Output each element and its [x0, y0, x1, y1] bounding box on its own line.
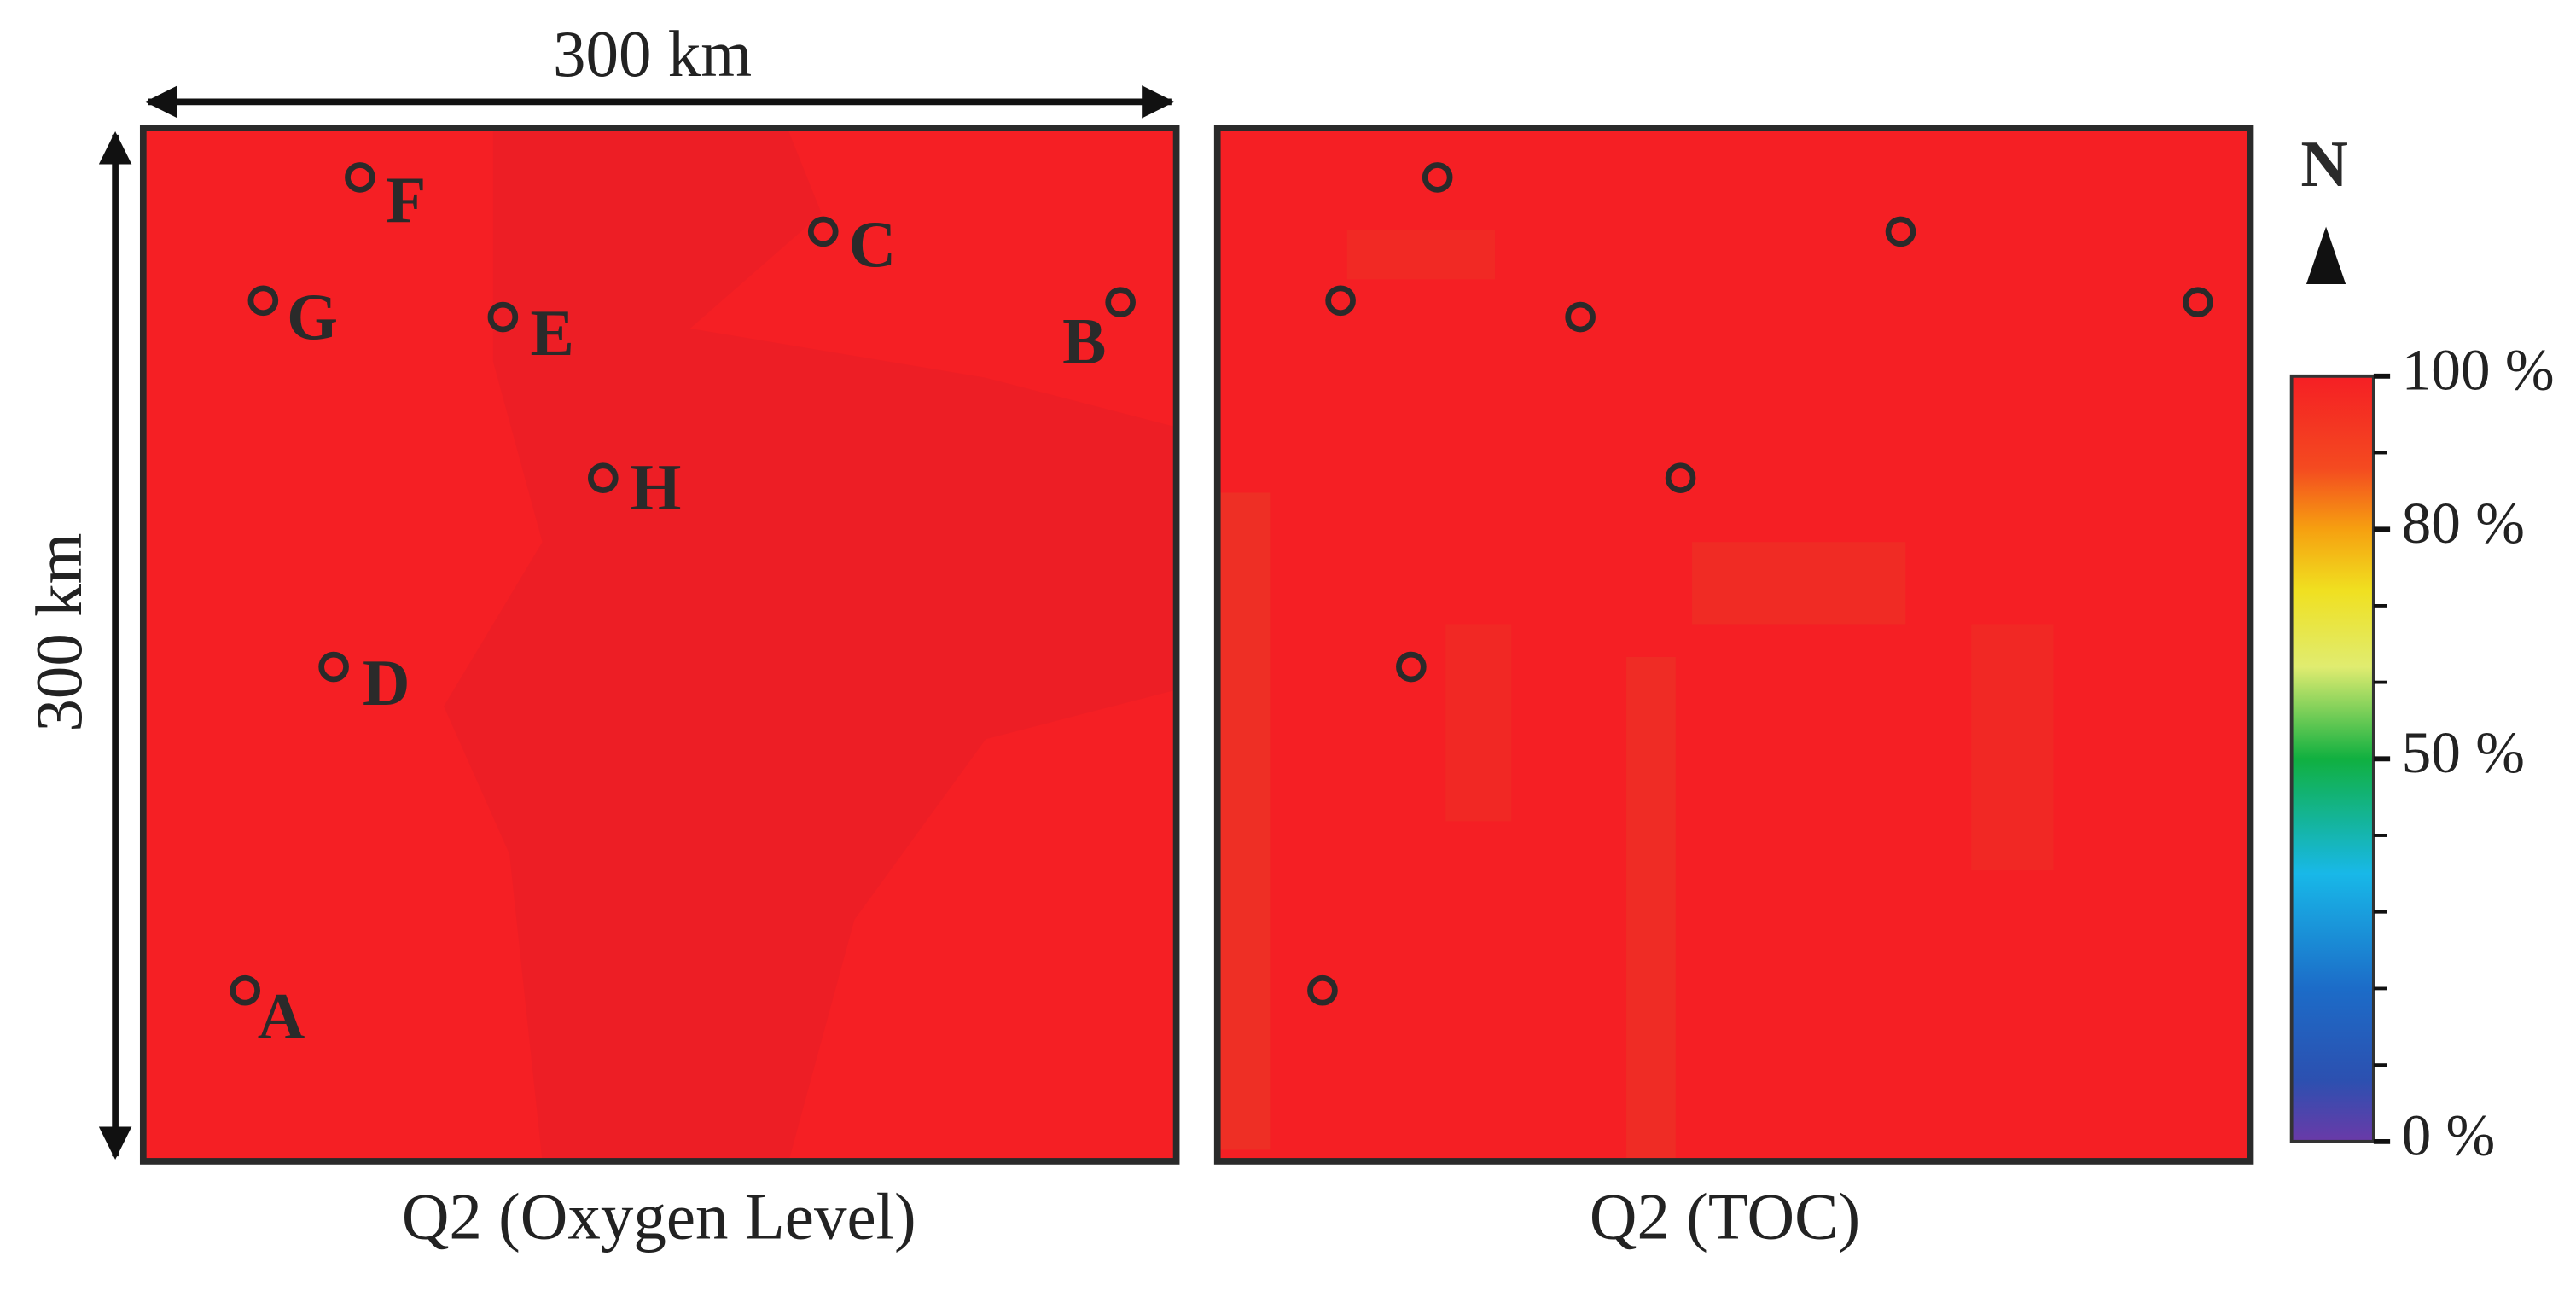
map-oxygen	[139, 125, 1180, 1165]
site-marker	[318, 651, 349, 683]
panel-title: Q2 (TOC)	[1590, 1180, 1860, 1253]
site-label: C	[849, 207, 897, 281]
site-label: H	[630, 451, 681, 524]
site-marker	[1422, 162, 1453, 193]
site-label: F	[386, 163, 426, 236]
site-label: G	[287, 280, 338, 353]
site-marker	[1885, 216, 1916, 247]
scale-label-x: 300 km	[553, 17, 752, 90]
colorbar-tick-label: 0 %	[2402, 1102, 2496, 1168]
site-label: B	[1062, 305, 1106, 378]
colorbar-tick-label: 80 %	[2402, 490, 2525, 555]
site-marker	[345, 162, 375, 193]
site-marker	[807, 216, 839, 247]
site-label: A	[258, 980, 305, 1053]
site-marker	[1396, 651, 1427, 683]
map-toc	[1213, 125, 2254, 1165]
site-marker	[2183, 287, 2213, 317]
site-marker	[1307, 974, 1338, 1006]
site-marker	[1565, 301, 1596, 333]
site-marker	[587, 462, 619, 493]
site-marker	[1105, 287, 1136, 317]
colorbar-tick-label: 100 %	[2402, 337, 2555, 403]
site-marker	[1325, 285, 1356, 317]
site-label: E	[530, 296, 573, 369]
site-label: D	[363, 646, 410, 719]
scale-label-y: 300 km	[22, 533, 96, 732]
site-marker	[230, 974, 260, 1006]
colorbar-tick-label: 50 %	[2402, 719, 2525, 785]
north-arrow	[2306, 226, 2346, 285]
north-label: N	[2300, 127, 2348, 201]
site-marker	[487, 301, 519, 333]
site-marker	[247, 285, 279, 317]
site-marker	[1665, 462, 1696, 493]
panel-title: Q2 (Oxygen Level)	[402, 1180, 916, 1253]
colorbar	[2289, 374, 2375, 1143]
